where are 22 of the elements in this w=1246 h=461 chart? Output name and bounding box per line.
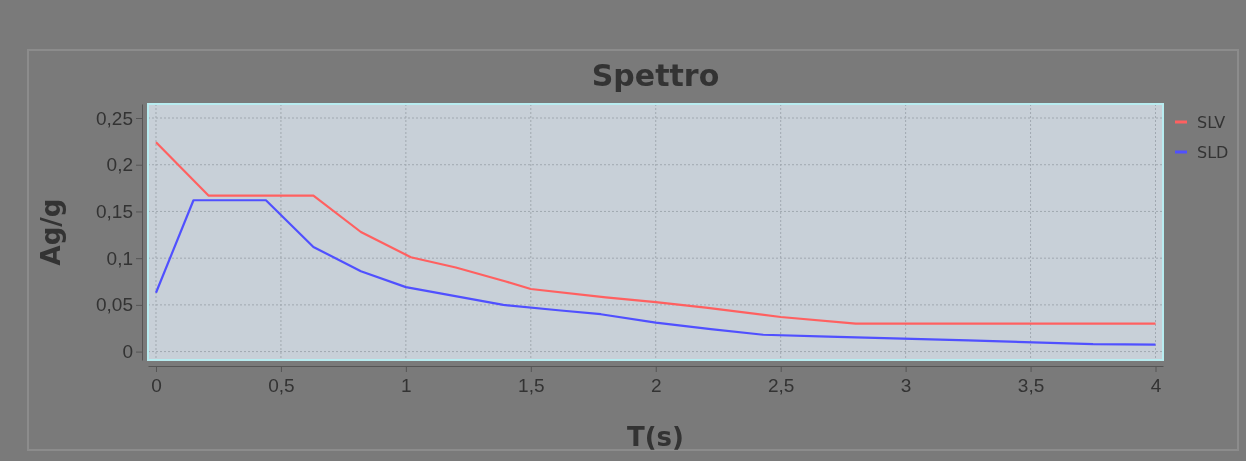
legend-label: SLV xyxy=(1197,112,1226,132)
y-tick-label: 0,25 xyxy=(96,107,133,129)
x-tick-label: 4 xyxy=(1150,375,1162,397)
y-tick-label: 0 xyxy=(122,341,133,363)
x-tick-label: 0 xyxy=(151,375,162,397)
y-tick-label: 0,15 xyxy=(96,201,133,223)
x-tick-label: 2,5 xyxy=(767,375,795,397)
x-tick-label: 1 xyxy=(401,375,412,397)
x-tick-label: 3 xyxy=(900,375,912,397)
x-tick-label: 1,5 xyxy=(518,375,545,397)
x-tick-label: 2 xyxy=(650,375,662,397)
y-tick-label: 0,1 xyxy=(106,247,133,269)
legend-label: SLD xyxy=(1197,142,1229,162)
x-tick-label: 0,5 xyxy=(268,375,295,397)
y-tick-label: 0,2 xyxy=(106,154,133,176)
chart-title: Spettro xyxy=(591,58,720,93)
x-axis-title: T(s) xyxy=(627,422,684,452)
line-series xyxy=(154,199,1157,346)
line-series xyxy=(154,141,1157,325)
y-axis-title: Ag/g xyxy=(36,198,66,266)
x-tick-label: 3,5 xyxy=(1017,375,1045,397)
y-tick-label: 0,05 xyxy=(96,294,133,316)
